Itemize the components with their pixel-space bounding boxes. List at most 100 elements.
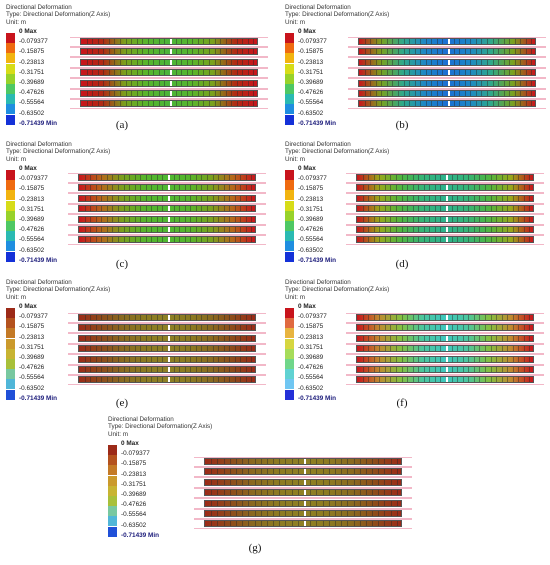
strip-division xyxy=(347,490,348,496)
strip-division xyxy=(401,367,403,372)
deformation-strip xyxy=(358,38,536,45)
strip-division xyxy=(431,101,432,107)
strip-division xyxy=(484,206,486,212)
header-unit: Unit: m xyxy=(108,430,128,438)
strip-division xyxy=(184,185,186,191)
strip-division xyxy=(423,335,425,341)
mesh-edge xyxy=(348,88,546,90)
color-swatch xyxy=(285,63,294,74)
strip-division xyxy=(179,367,180,372)
strip-division xyxy=(373,227,375,232)
strip-division xyxy=(501,206,503,212)
strip-division xyxy=(195,335,197,341)
strip-division xyxy=(253,49,255,55)
strip-division xyxy=(459,101,460,107)
strip-division xyxy=(418,237,419,243)
strip-division xyxy=(436,91,438,96)
strip-division xyxy=(129,227,130,232)
strip-division xyxy=(84,195,86,201)
strip-division xyxy=(375,70,377,76)
strip-division xyxy=(512,315,514,320)
strip-division xyxy=(372,490,373,496)
strip-division xyxy=(390,377,391,383)
strip-division xyxy=(407,356,408,362)
strip-division xyxy=(492,59,494,65)
strip-division xyxy=(184,356,186,362)
mesh-edge xyxy=(346,364,544,366)
deformation-strip xyxy=(78,236,256,244)
panel-caption: (b) xyxy=(395,119,409,131)
mesh-edge xyxy=(348,67,546,69)
deformation-strip xyxy=(356,324,534,332)
strip-division xyxy=(175,39,177,44)
deformation-strip xyxy=(80,79,258,87)
strip-division xyxy=(484,227,486,232)
strip-division xyxy=(322,469,324,475)
strip-division xyxy=(218,315,219,320)
strip-division xyxy=(197,91,199,96)
strip-division xyxy=(359,469,361,475)
scale-label: -0.079377 xyxy=(19,175,48,183)
strip-division xyxy=(401,237,403,243)
strip-division xyxy=(468,325,469,331)
strip-division xyxy=(117,237,119,243)
strip-division xyxy=(229,185,230,191)
scale-label: -0.23813 xyxy=(298,333,324,341)
strip-division xyxy=(168,185,171,191)
strip-division xyxy=(372,511,373,516)
strip-division xyxy=(523,356,525,362)
strip-division xyxy=(223,346,225,352)
strip-division xyxy=(223,227,225,232)
strip-division xyxy=(418,335,419,341)
strip-division xyxy=(129,325,130,331)
strip-division xyxy=(529,377,531,383)
strip-division xyxy=(503,70,505,76)
header-type: Type: Directional Deformation(Z Axis) xyxy=(108,423,213,431)
strip-division xyxy=(190,175,191,180)
strip-division xyxy=(108,101,110,107)
strip-division xyxy=(186,80,188,86)
strip-division xyxy=(251,367,253,372)
strip-division xyxy=(373,325,375,331)
strip-division xyxy=(223,315,225,320)
color-swatch xyxy=(285,359,294,369)
scale-label: -0.31751 xyxy=(121,480,147,488)
strip-division xyxy=(375,91,377,96)
strip-division xyxy=(375,80,377,86)
color-swatch xyxy=(285,328,294,339)
strip-division xyxy=(401,377,403,383)
strip-division xyxy=(386,70,388,76)
strip-division xyxy=(218,346,219,352)
strip-division xyxy=(117,315,119,320)
strip-division xyxy=(347,511,348,516)
strip-division xyxy=(156,377,158,383)
strip-division xyxy=(392,80,393,86)
strip-division xyxy=(446,216,449,222)
strip-division xyxy=(322,511,324,516)
strip-division xyxy=(151,377,152,383)
strip-division xyxy=(97,91,99,96)
strip-division xyxy=(158,91,160,96)
strip-division xyxy=(446,195,449,201)
strip-division xyxy=(251,335,253,341)
strip-division xyxy=(486,70,488,76)
color-swatch xyxy=(6,359,15,369)
mesh-edge xyxy=(68,332,266,333)
mesh-edge xyxy=(346,223,544,225)
strip-division xyxy=(368,227,369,232)
strip-division xyxy=(251,206,253,212)
strip-division xyxy=(134,377,136,383)
deformation-strip xyxy=(78,215,256,223)
strip-division xyxy=(242,500,243,506)
strip-division xyxy=(390,479,392,485)
strip-division xyxy=(490,195,492,201)
strip-division xyxy=(212,335,214,341)
strip-division xyxy=(451,175,453,180)
strip-division xyxy=(462,315,464,320)
strip-division xyxy=(484,367,486,372)
strip-division xyxy=(145,216,147,222)
strip-division xyxy=(240,216,241,222)
strip-division xyxy=(212,325,214,331)
strip-division xyxy=(86,59,88,65)
strip-division xyxy=(470,80,471,86)
